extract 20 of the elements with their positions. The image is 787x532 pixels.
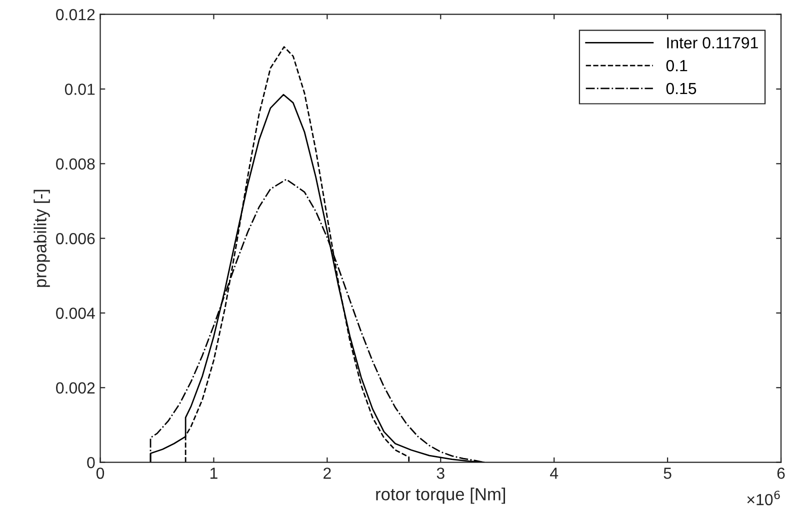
y-tick-label: 0.008 bbox=[56, 158, 95, 170]
y-tick-label: 0.004 bbox=[56, 308, 95, 319]
y-tick-label: 0.002 bbox=[56, 382, 95, 394]
legend-label: 0.15 bbox=[666, 82, 696, 94]
legend-label: 0.1 bbox=[666, 60, 688, 72]
x-tick-label: 6 bbox=[777, 468, 785, 479]
x-tick-label: 0 bbox=[96, 468, 104, 479]
x-axis-title: rotor torque [Nm] bbox=[376, 488, 506, 504]
y-axis-title: propability [-] bbox=[34, 190, 50, 287]
x-tick-label: 1 bbox=[210, 468, 218, 479]
x-tick-label: 3 bbox=[436, 468, 444, 479]
y-tick-label: 0.01 bbox=[64, 84, 95, 95]
x-tick-label: 4 bbox=[550, 468, 558, 479]
x-tick-label: 5 bbox=[664, 468, 672, 479]
x-tick-label: 2 bbox=[324, 468, 331, 479]
y-tick-label: 0.012 bbox=[56, 9, 95, 20]
text: ×10$^{6}$ bbox=[747, 490, 780, 506]
y-tick-label: 0 bbox=[87, 456, 95, 468]
y-tick-label: 0.006 bbox=[56, 232, 95, 244]
legend-label: Inter 0.11791 bbox=[667, 37, 758, 48]
